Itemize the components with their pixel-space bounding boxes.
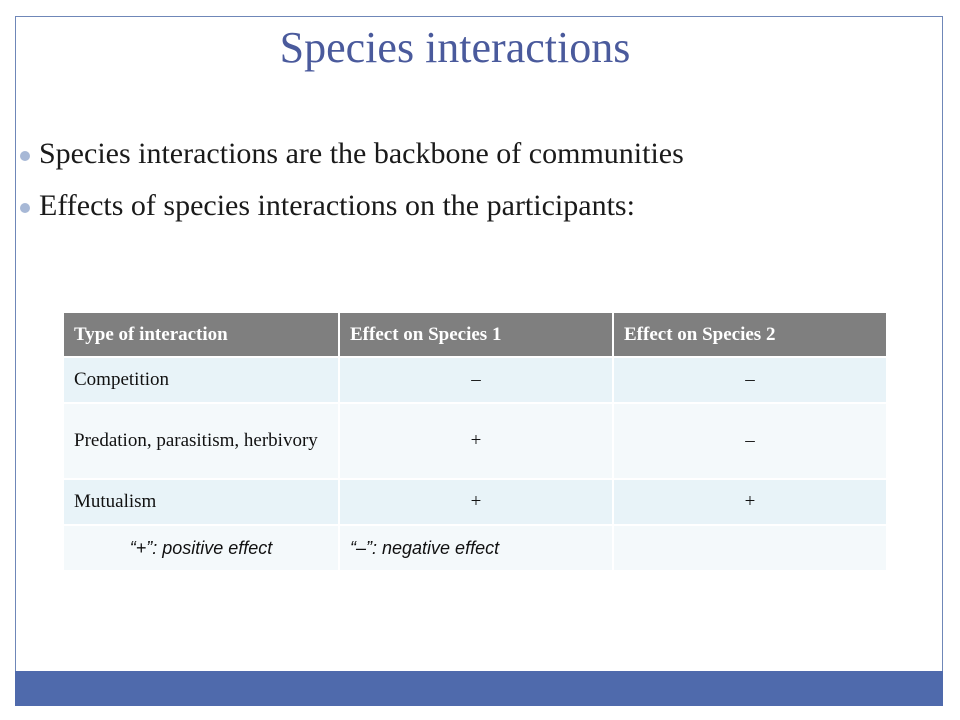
table-header-row: Type of interaction Effect on Species 1 … — [64, 313, 888, 357]
legend-empty-cell — [613, 524, 888, 570]
effect-species-2-cell: + — [613, 478, 888, 525]
effect-species-1-cell: + — [339, 402, 614, 479]
effect-species-1-cell: – — [339, 356, 614, 403]
bullet-list: Species interactions are the backbone of… — [20, 136, 684, 240]
table-row: Competition – – — [64, 356, 888, 403]
column-header-species-1: Effect on Species 1 — [339, 313, 614, 357]
column-header-type: Type of interaction — [64, 313, 340, 357]
effect-species-1-cell: + — [339, 478, 614, 525]
table-row: Mutualism + + — [64, 478, 888, 525]
bullet-text: Species interactions are the backbone of… — [39, 137, 684, 170]
bullet-dot-icon — [20, 151, 30, 161]
bullet-dot-icon — [20, 203, 30, 213]
table-legend-row: “+”: positive effect “–”: negative effec… — [64, 524, 888, 570]
effect-species-2-cell: – — [613, 402, 888, 479]
footer-bar — [15, 671, 943, 706]
interaction-type-cell: Mutualism — [64, 478, 340, 525]
slide-title: Species interactions — [279, 23, 631, 72]
table-row: Predation, parasitism, herbivory + – — [64, 402, 888, 479]
bullet-item: Effects of species interactions on the p… — [20, 188, 684, 224]
legend-positive-cell: “+”: positive effect — [64, 524, 340, 570]
bullet-item: Species interactions are the backbone of… — [20, 136, 684, 172]
interaction-effects-table: Type of interaction Effect on Species 1 … — [64, 313, 888, 570]
interaction-type-cell: Competition — [64, 356, 340, 403]
legend-negative-cell: “–”: negative effect — [339, 524, 614, 570]
interaction-type-cell: Predation, parasitism, herbivory — [64, 402, 340, 479]
column-header-species-2: Effect on Species 2 — [613, 313, 888, 357]
effect-species-2-cell: – — [613, 356, 888, 403]
bullet-text: Effects of species interactions on the p… — [39, 189, 635, 222]
